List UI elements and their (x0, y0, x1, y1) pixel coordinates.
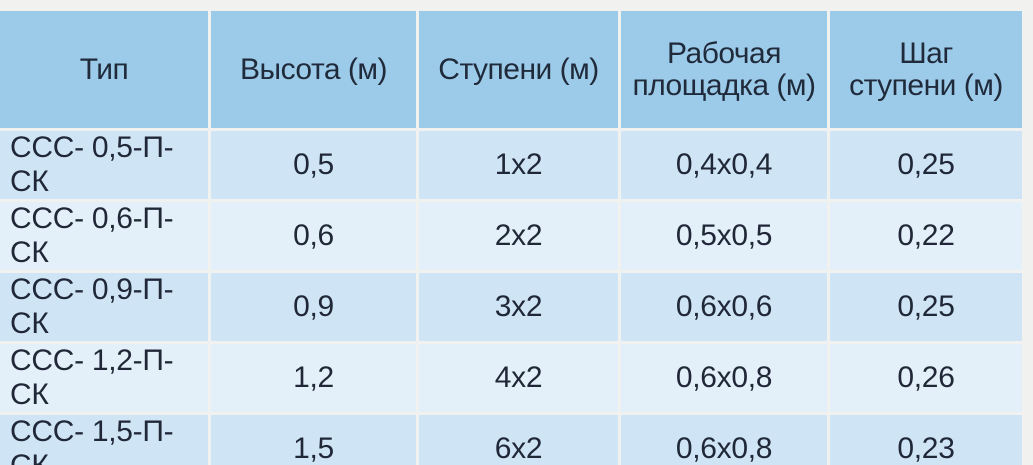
cell-steps: 3х2 (416, 273, 618, 341)
cell-height: 1,5 (208, 415, 416, 465)
cell-step-pitch: 0,22 (827, 202, 1022, 270)
header-steps: Ступени (м) (416, 11, 618, 128)
cell-platform: 0,6х0,8 (618, 415, 827, 465)
cell-type: ССС- 1,2-П-СК (0, 344, 208, 412)
table-row: ССС- 1,2-П-СК 1,2 4х2 0,6х0,8 0,26 (0, 344, 1022, 412)
cell-height: 0,5 (208, 131, 416, 199)
cell-steps: 6х2 (416, 415, 618, 465)
cell-type: ССС- 0,6-П-СК (0, 202, 208, 270)
cell-height: 1,2 (208, 344, 416, 412)
cell-steps: 2х2 (416, 202, 618, 270)
header-step-pitch: Шаг ступени (м) (827, 11, 1022, 128)
cell-platform: 0,6х0,6 (618, 273, 827, 341)
table-row: ССС- 1,5-П-СК 1,5 6х2 0,6х0,8 0,23 (0, 415, 1022, 465)
cell-height: 0,6 (208, 202, 416, 270)
cell-step-pitch: 0,26 (827, 344, 1022, 412)
table-row: ССС- 0,5-П-СК 0,5 1х2 0,4х0,4 0,25 (0, 131, 1022, 199)
table-row: ССС- 0,6-П-СК 0,6 2х2 0,5х0,5 0,22 (0, 202, 1022, 270)
cell-steps: 1х2 (416, 131, 618, 199)
table-row: ССС- 0,9-П-СК 0,9 3х2 0,6х0,6 0,25 (0, 273, 1022, 341)
cell-step-pitch: 0,23 (827, 415, 1022, 465)
cell-platform: 0,6х0,8 (618, 344, 827, 412)
header-platform: Рабочая площадка (м) (618, 11, 827, 128)
cell-type: ССС- 1,5-П-СК (0, 415, 208, 465)
header-row: Тип Высота (м) Ступени (м) Рабочая площа… (0, 11, 1022, 128)
cell-type: ССС- 0,5-П-СК (0, 131, 208, 199)
cell-type: ССС- 0,9-П-СК (0, 273, 208, 341)
cell-step-pitch: 0,25 (827, 131, 1022, 199)
cell-platform: 0,5х0,5 (618, 202, 827, 270)
header-height: Высота (м) (208, 11, 416, 128)
header-type: Тип (0, 11, 208, 128)
stepladder-spec-table: Тип Высота (м) Ступени (м) Рабочая площа… (0, 8, 1022, 465)
cell-platform: 0,4х0,4 (618, 131, 827, 199)
cell-height: 0,9 (208, 273, 416, 341)
cell-step-pitch: 0,25 (827, 273, 1022, 341)
cell-steps: 4х2 (416, 344, 618, 412)
